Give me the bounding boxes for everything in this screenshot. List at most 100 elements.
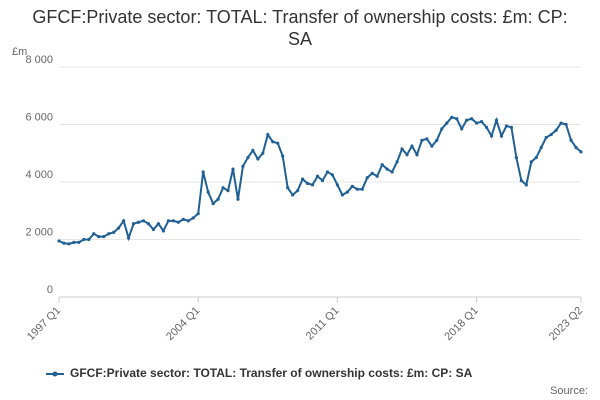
point — [335, 183, 339, 187]
point — [186, 219, 190, 223]
point — [375, 174, 379, 178]
point — [261, 151, 265, 155]
point — [410, 144, 414, 148]
point — [554, 128, 558, 132]
point — [62, 241, 66, 245]
point — [146, 222, 151, 226]
point — [221, 186, 225, 190]
point — [350, 184, 354, 188]
point — [231, 167, 235, 171]
point — [564, 122, 568, 127]
point — [216, 197, 220, 201]
point — [266, 132, 270, 137]
point — [544, 135, 548, 140]
point — [97, 235, 101, 239]
point — [310, 183, 315, 187]
point — [141, 219, 146, 223]
source: Source: — [550, 385, 588, 397]
point — [509, 125, 513, 129]
y-tick-label: 8 000 — [25, 54, 53, 66]
point — [325, 170, 330, 174]
point — [296, 189, 300, 193]
point — [92, 232, 96, 236]
point — [435, 138, 439, 142]
point — [102, 235, 106, 239]
point — [479, 120, 484, 124]
point — [72, 240, 76, 244]
point — [191, 216, 195, 220]
point — [166, 219, 170, 223]
point — [82, 237, 86, 242]
point — [315, 174, 320, 178]
point — [77, 240, 81, 244]
y-tick-label: 6 000 — [25, 111, 53, 123]
point — [156, 222, 161, 226]
point — [519, 178, 523, 183]
point — [504, 124, 509, 128]
point — [405, 153, 409, 157]
y-tick-label: 0 — [47, 284, 53, 296]
point — [385, 167, 389, 171]
x-tick-label: 2023 Q2 — [547, 305, 585, 343]
point — [340, 193, 344, 197]
point — [455, 117, 459, 121]
point — [370, 171, 374, 175]
point — [465, 118, 469, 122]
point — [127, 236, 131, 240]
point — [524, 183, 528, 187]
point — [201, 170, 205, 174]
point — [211, 201, 215, 206]
point — [529, 160, 533, 164]
x-tick-label: 2011 Q1 — [304, 305, 342, 343]
point — [281, 154, 285, 158]
point — [579, 150, 583, 154]
point — [499, 134, 504, 138]
point — [450, 115, 454, 119]
point — [355, 187, 359, 191]
point — [569, 138, 573, 142]
point — [151, 227, 156, 232]
point — [420, 138, 424, 142]
point — [559, 121, 563, 125]
point — [365, 176, 369, 180]
point — [320, 178, 325, 183]
point — [475, 121, 479, 125]
chart-title: GFCF:Private sector: TOTAL: Transfer of … — [32, 7, 568, 49]
x-tick-label: 1997 Q1 — [25, 305, 63, 343]
x-tick-label: 2004 Q1 — [164, 305, 202, 343]
point — [246, 155, 250, 160]
point — [286, 186, 290, 190]
point — [484, 125, 489, 129]
point — [122, 219, 126, 223]
point — [176, 220, 180, 224]
point — [574, 145, 578, 150]
point — [117, 226, 121, 230]
point — [206, 190, 210, 194]
point — [330, 173, 335, 177]
point — [107, 232, 111, 236]
point — [276, 141, 280, 145]
point — [161, 229, 165, 233]
point — [440, 127, 444, 131]
point — [241, 164, 245, 168]
point — [395, 160, 399, 164]
point — [301, 177, 305, 181]
y-tick-label: 2 000 — [25, 226, 53, 238]
point — [181, 217, 185, 221]
point — [430, 144, 434, 148]
x-tick-label: 2018 Q1 — [442, 305, 480, 343]
point — [57, 239, 61, 243]
point — [470, 117, 474, 121]
point — [171, 219, 175, 223]
point — [534, 155, 538, 160]
point — [445, 121, 449, 125]
point — [196, 212, 200, 216]
point — [360, 187, 364, 191]
point — [226, 189, 230, 193]
point — [380, 163, 384, 167]
point — [291, 193, 295, 197]
point — [489, 134, 494, 138]
point — [390, 170, 394, 174]
